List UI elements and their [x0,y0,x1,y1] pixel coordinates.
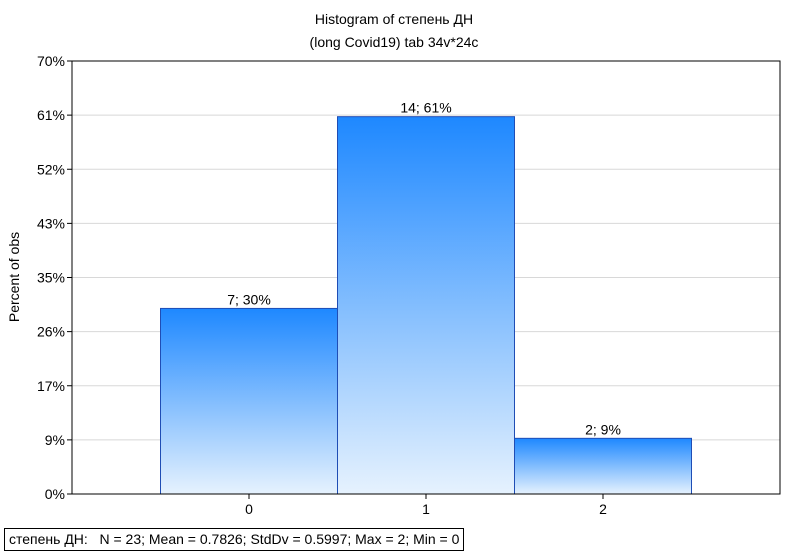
y-tick-label: 9% [45,432,65,448]
bar-data-label: 7; 30% [227,291,271,307]
bars [160,116,692,495]
y-tick-label: 0% [45,486,65,502]
y-tick-label: 70% [37,53,65,69]
bar-data-label: 2; 9% [585,421,621,437]
y-axis-ticks: 0% 9% 17% 26% 35% 43% 52% 61% 70% [37,53,72,502]
chart-subtitle: (long Covid19) tab 34v*24c [309,34,479,50]
x-tick-label: 0 [245,501,253,517]
x-tick-label: 1 [422,501,430,517]
histogram-bar [160,307,338,495]
histogram-bar [337,116,515,495]
x-tick-label: 2 [599,501,607,517]
bar-data-label: 14; 61% [400,100,451,116]
y-tick-label: 17% [37,378,65,394]
y-axis-label: Percent of obs [6,232,22,322]
y-tick-label: 52% [37,161,65,177]
summary-statistics: степень ДН: N = 23; Mean = 0.7826; StdDv… [4,528,465,551]
x-axis-ticks: 0 1 2 [245,494,607,517]
y-tick-label: 35% [37,270,65,286]
chart-title: Histogram of степень ДН [314,11,474,27]
data-labels: 7; 30% 14; 61% 2; 9% [227,100,621,438]
histogram-bar [514,437,692,495]
y-tick-label: 61% [37,107,65,123]
y-tick-label: 26% [37,324,65,340]
y-tick-label: 43% [37,215,65,231]
